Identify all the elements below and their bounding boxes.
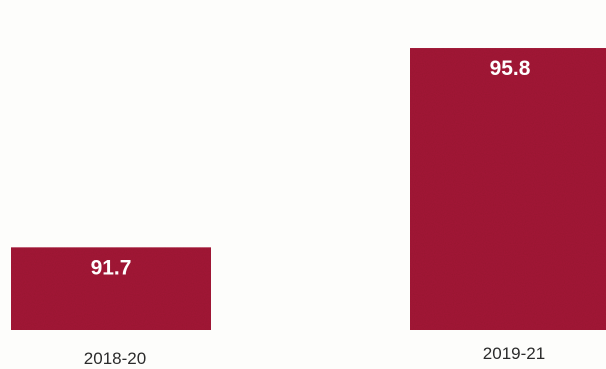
bar-2018-20 (11, 247, 211, 330)
x-tick-label-2018-20: 2018-20 (84, 349, 146, 368)
bars-layer (11, 48, 606, 331)
bar-2019-21 (410, 48, 606, 331)
data-label-2018-20: 91.7 (91, 256, 132, 279)
value-labels-layer: 91.7 95.8 (91, 57, 531, 279)
data-label-2019-21: 95.8 (490, 57, 531, 80)
x-axis-tick-labels: 2018-20 2019-21 (84, 344, 545, 368)
x-tick-label-2019-21: 2019-21 (483, 344, 545, 363)
